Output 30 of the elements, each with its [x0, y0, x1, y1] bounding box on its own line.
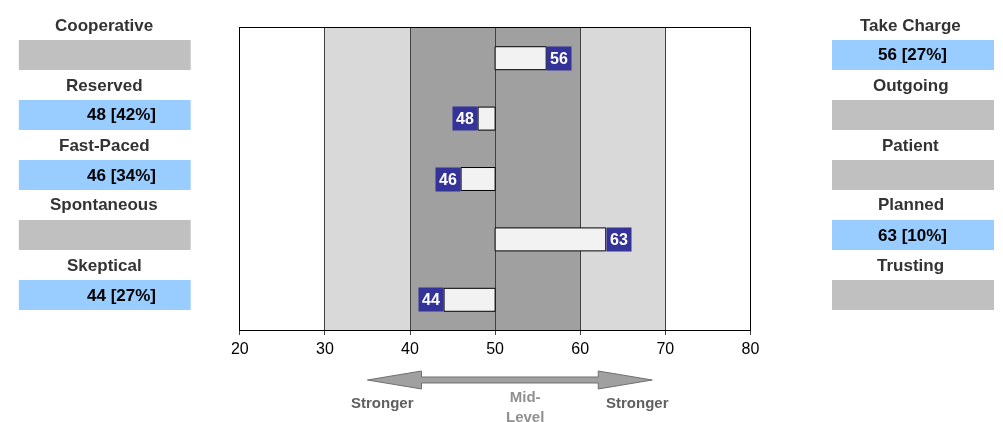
text: Reserved — [66, 76, 143, 95]
text: Fast-Paced — [59, 136, 150, 155]
text: 46 [34%] — [87, 166, 156, 185]
x-tick-label: 20 — [230, 340, 249, 358]
x-tick-label: 80 — [741, 340, 760, 358]
text: 63 [10%] — [878, 226, 947, 245]
text: 44 [27%] — [87, 286, 156, 305]
text: Spontaneous — [50, 195, 158, 214]
text: Skeptical — [67, 256, 142, 275]
text: 56 [27%] — [878, 45, 947, 64]
x-tick-label: 50 — [486, 340, 505, 358]
text: Mid-Level — [506, 388, 545, 422]
x-tick-label: 60 — [571, 340, 590, 358]
text: 48 [42%] — [87, 105, 156, 124]
text: Take Charge — [860, 16, 961, 35]
text: Stronger — [606, 394, 669, 411]
text: Planned — [878, 195, 945, 214]
text: Stronger — [351, 394, 414, 411]
text: Outgoing — [873, 76, 949, 95]
annotation: 48 — [456, 110, 474, 127]
x-tick-label: 30 — [315, 340, 334, 358]
annotation: 44 — [422, 291, 440, 308]
annotation: 63 — [610, 231, 628, 248]
x-tick-label: 40 — [401, 340, 419, 358]
text: Cooperative — [55, 16, 154, 35]
annotation: 56 — [550, 50, 568, 67]
text: Trusting — [877, 256, 945, 275]
text: Patient — [882, 136, 940, 155]
x-tick-label: 70 — [656, 340, 675, 358]
annotation: 46 — [439, 171, 457, 188]
